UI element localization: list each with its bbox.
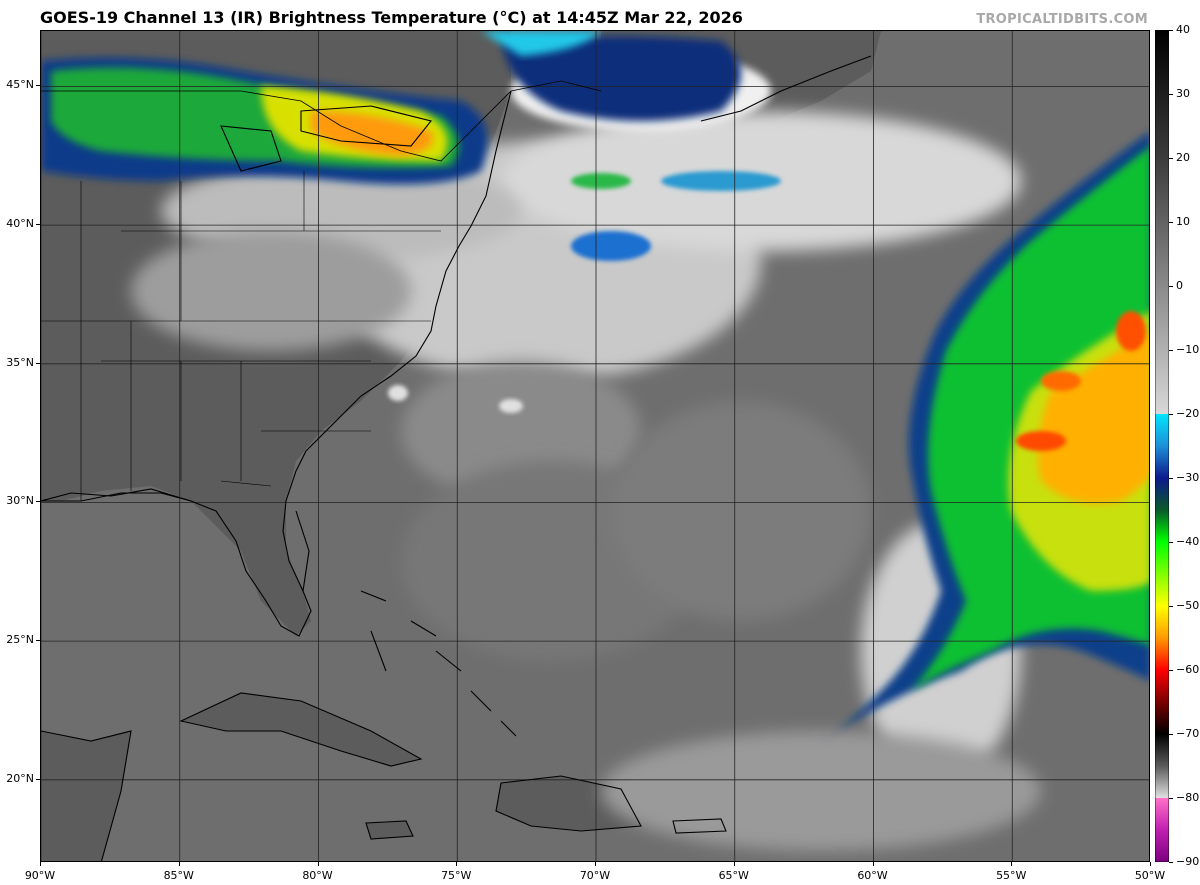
lon-tick xyxy=(178,862,180,866)
colorbar-tick-label: 30 xyxy=(1176,87,1190,100)
lon-tick xyxy=(317,862,319,866)
colorbar-tick-label: 20 xyxy=(1176,151,1190,164)
lat-tick xyxy=(36,778,40,780)
lon-tick xyxy=(1150,862,1151,866)
lon-tick xyxy=(595,862,596,866)
lat-tick-label: 45°N xyxy=(6,78,34,92)
puerto-rico-outline xyxy=(672,818,727,834)
great-lakes-outline xyxy=(220,105,432,172)
colorbar-tick xyxy=(1169,862,1173,863)
us-east-coast-line xyxy=(41,90,512,637)
lon-tick xyxy=(456,862,458,866)
colorbar-tick-label: −70 xyxy=(1176,727,1200,740)
colorbar-tick-label: −80 xyxy=(1176,791,1200,804)
jamaica-island xyxy=(366,821,413,839)
cuba-outline xyxy=(179,692,423,767)
yucatan-outline xyxy=(41,730,132,861)
colorbar-tick-label: 0 xyxy=(1176,279,1183,292)
colorbar-tick-label: −10 xyxy=(1176,343,1200,356)
colorbar-tick xyxy=(1169,414,1173,415)
colorbar-tick xyxy=(1169,478,1173,479)
lat-tick xyxy=(36,362,40,364)
colorbar-tick xyxy=(1169,158,1173,159)
us-canada-border xyxy=(41,80,602,162)
lat-tick-label: 30°N xyxy=(6,494,34,508)
lon-tick xyxy=(872,862,874,866)
satellite-image xyxy=(41,31,1149,861)
colorbar-tick-label: −40 xyxy=(1176,535,1200,548)
state-borders xyxy=(41,171,441,501)
colorbar-gradient xyxy=(1154,29,1170,863)
lat-tick xyxy=(36,640,40,642)
colorbar-tick xyxy=(1169,606,1173,607)
map-title: GOES-19 Channel 13 (IR) Brightness Tempe… xyxy=(40,8,743,27)
cuba-island xyxy=(181,693,421,766)
lon-tick-label: 75°W xyxy=(441,869,472,882)
lon-tick xyxy=(1011,862,1013,866)
lon-tick xyxy=(40,862,41,866)
lon-tick-label: 55°W xyxy=(996,869,1027,882)
lat-tick-label: 40°N xyxy=(6,217,34,231)
hispaniola-outline xyxy=(495,775,642,832)
graticule xyxy=(41,31,1149,861)
lon-tick-label: 90°W xyxy=(24,869,56,882)
yucatan-landmass xyxy=(41,731,131,861)
colorbar-tick xyxy=(1169,734,1173,735)
lon-tick-label: 85°W xyxy=(163,869,194,882)
colorbar-tick xyxy=(1169,286,1173,287)
lon-tick-label: 50°W xyxy=(1134,869,1166,882)
florida-outline xyxy=(295,510,310,592)
colorbar-tick-label: −30 xyxy=(1176,471,1200,484)
lat-tick xyxy=(36,224,40,226)
jamaica-outline xyxy=(365,820,414,840)
colorbar-tick xyxy=(1169,30,1173,31)
colorbar-tick xyxy=(1169,222,1173,223)
coastlines-borders xyxy=(41,55,872,861)
lon-tick-label: 65°W xyxy=(718,869,749,882)
lon-tick-label: 70°W xyxy=(579,869,611,882)
lat-tick-label: 25°N xyxy=(6,633,34,647)
colorbar-tick-label: −50 xyxy=(1176,599,1200,612)
satellite-map xyxy=(40,30,1150,862)
lat-tick xyxy=(36,85,40,87)
lon-tick-label: 80°W xyxy=(302,869,333,882)
colorbar-tick-label: −60 xyxy=(1176,663,1200,676)
cold-cloud-tops-east-system xyxy=(821,132,1149,741)
colorbar-tick xyxy=(1169,94,1173,95)
colorbar-tick xyxy=(1169,542,1173,543)
colorbar-tick-label: 40 xyxy=(1176,23,1190,36)
colorbar-tick xyxy=(1169,350,1173,351)
nova-scotia-outline xyxy=(700,55,872,122)
lat-tick xyxy=(36,501,40,503)
watermark: TROPICALTIDBITS.COM xyxy=(976,12,1148,27)
lon-tick xyxy=(733,862,735,866)
lat-tick-label: 20°N xyxy=(6,771,34,785)
bahamas-islands xyxy=(360,590,517,737)
colorbar-tick xyxy=(1169,798,1173,799)
colorbar-tick-label: −20 xyxy=(1176,407,1200,420)
gulf-coast-line xyxy=(41,488,192,502)
lon-tick-label: 60°W xyxy=(857,869,888,882)
lat-tick-label: 35°N xyxy=(6,355,34,369)
colorbar-tick-label: 10 xyxy=(1176,215,1190,228)
colorbar-tick xyxy=(1169,670,1173,671)
colorbar xyxy=(1154,29,1170,863)
colorbar-tick-label: −90 xyxy=(1176,855,1200,868)
